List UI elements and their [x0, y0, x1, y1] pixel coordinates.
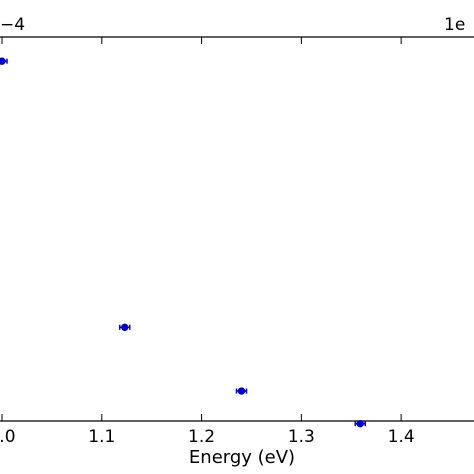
marker — [237, 387, 246, 395]
x-tick-label: 1.3 — [288, 427, 315, 447]
x-axis-tick-labels: 1.0 1.1 1.2 1.3 1.4 — [0, 427, 415, 447]
data-points — [0, 57, 366, 428]
data-point — [235, 387, 248, 395]
x-tick-label: 1.2 — [188, 427, 215, 447]
data-point — [0, 57, 8, 65]
marker — [121, 323, 129, 332]
offset-text-right: 1e — [444, 15, 465, 35]
x-axis-ticks — [1, 37, 402, 421]
plot-frame — [0, 36, 474, 422]
x-axis-label: Energy (eV) — [189, 447, 295, 468]
x-tick-label: 1.4 — [388, 427, 415, 447]
offset-text-left: −4 — [0, 15, 25, 35]
marker — [0, 57, 6, 65]
data-point — [354, 419, 366, 428]
marker — [356, 419, 364, 428]
x-tick-label: 1.1 — [88, 427, 115, 447]
x-tick-label: 1.0 — [0, 427, 16, 447]
data-point — [118, 323, 131, 332]
